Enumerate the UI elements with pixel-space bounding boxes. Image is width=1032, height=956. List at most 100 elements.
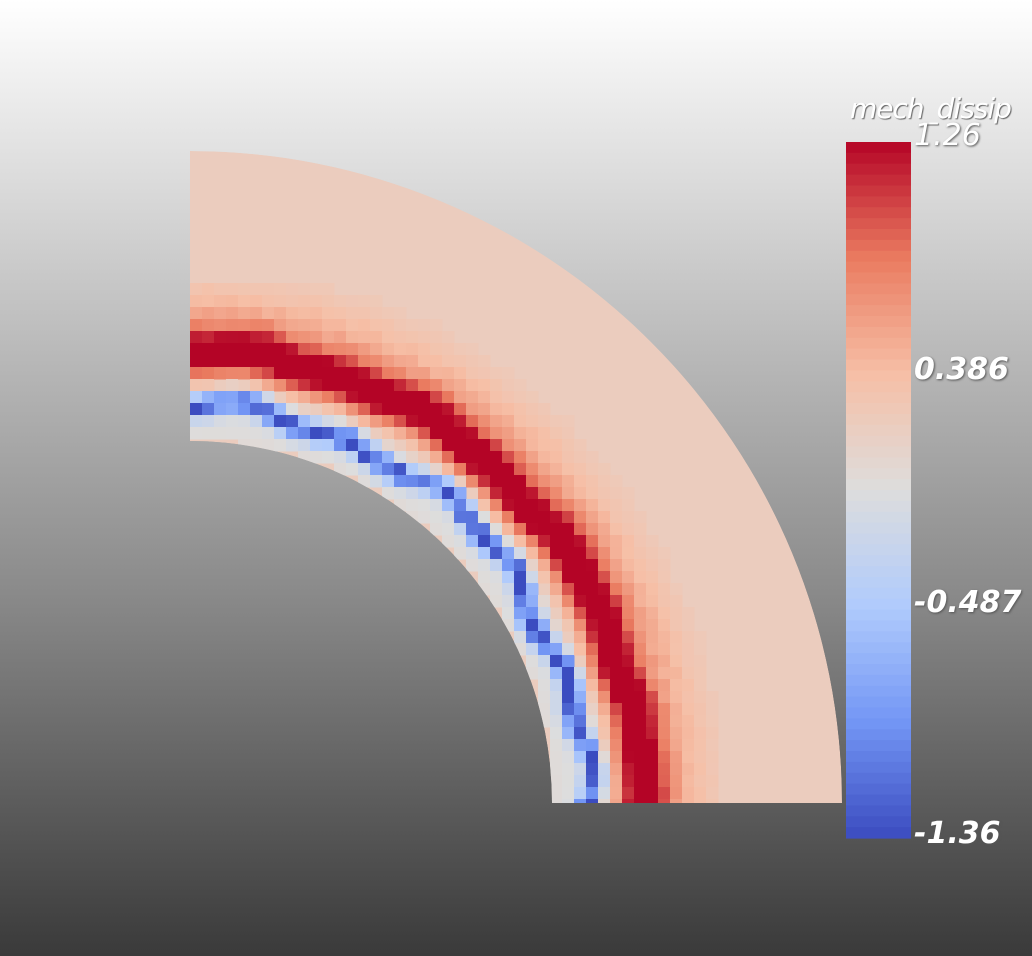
field-cell — [514, 427, 527, 440]
field-cell — [274, 379, 287, 392]
field-cell — [214, 295, 227, 308]
field-cell — [358, 295, 371, 308]
field-cell — [262, 283, 275, 296]
field-cell — [286, 427, 299, 440]
field-cell — [526, 643, 539, 656]
field-cell — [190, 355, 203, 368]
field-cell — [490, 451, 503, 464]
field-cell — [646, 571, 659, 584]
field-cell — [538, 595, 551, 608]
field-cell — [706, 763, 719, 776]
field-cell — [598, 523, 611, 536]
field-cell — [370, 307, 383, 320]
field-cell — [598, 559, 611, 572]
field-cell — [610, 523, 623, 536]
field-cell — [334, 415, 347, 428]
field-cell — [682, 643, 695, 656]
field-cell — [610, 535, 623, 548]
field-cell — [526, 427, 539, 440]
field-cell — [538, 703, 551, 716]
field-cell — [454, 451, 467, 464]
colorbar-band — [846, 337, 911, 350]
field-cell — [586, 631, 599, 644]
field-cell — [226, 331, 239, 344]
field-cell — [646, 679, 659, 692]
field-cell — [406, 415, 419, 428]
field-cell — [358, 367, 371, 380]
field-cell — [490, 463, 503, 476]
field-cell — [550, 655, 563, 668]
field-cell — [526, 391, 539, 404]
field-cell — [202, 295, 215, 308]
field-cell — [550, 691, 563, 704]
field-cell — [250, 403, 263, 416]
field-cell — [478, 427, 491, 440]
field-cell — [286, 295, 299, 308]
field-cell — [442, 475, 455, 488]
field-cell — [478, 487, 491, 500]
field-cell — [310, 367, 323, 380]
field-cell — [346, 463, 359, 476]
field-cell — [334, 355, 347, 368]
field-cell — [238, 283, 251, 296]
field-cell — [502, 439, 515, 452]
field-cell — [490, 415, 503, 428]
field-cell — [670, 691, 683, 704]
field-cell — [322, 331, 335, 344]
field-cell — [250, 331, 263, 344]
field-cell — [538, 547, 551, 560]
field-cell — [310, 307, 323, 320]
field-cell — [682, 727, 695, 740]
field-cell — [202, 427, 215, 440]
field-cell — [658, 799, 671, 803]
field-cell — [562, 703, 575, 716]
field-cell — [262, 343, 275, 356]
field-cell — [550, 427, 563, 440]
field-cell — [574, 787, 587, 800]
field-cell — [382, 355, 395, 368]
field-cell — [442, 511, 455, 524]
field-cell — [526, 571, 539, 584]
field-cell — [538, 559, 551, 572]
field-cell — [562, 427, 575, 440]
field-cell — [538, 439, 551, 452]
field-cell — [310, 415, 323, 428]
field-cell — [586, 511, 599, 524]
field-cell — [334, 439, 347, 452]
field-cell — [574, 595, 587, 608]
colorbar-band — [846, 294, 911, 306]
colorbar-band — [846, 196, 911, 208]
field-cell — [310, 355, 323, 368]
field-cell — [574, 799, 587, 803]
field-cell — [214, 427, 227, 440]
field-cell — [334, 307, 347, 320]
field-cell — [478, 451, 491, 464]
field-cell — [634, 559, 647, 572]
field-cell — [670, 703, 683, 716]
field-cell — [658, 547, 671, 560]
field-cell — [310, 379, 323, 392]
field-cell — [670, 643, 683, 656]
field-cell — [622, 607, 635, 620]
field-cell — [262, 319, 275, 332]
field-cell — [550, 667, 563, 680]
field-cell — [226, 283, 239, 296]
field-cell — [658, 787, 671, 800]
field-cell — [658, 751, 671, 764]
field-cell — [262, 415, 275, 428]
field-cell — [502, 607, 515, 620]
field-cell — [226, 403, 239, 416]
field-cell — [418, 499, 431, 512]
field-cell — [190, 283, 203, 296]
field-cell — [274, 331, 287, 344]
field-cell — [310, 331, 323, 344]
field-cell — [526, 475, 539, 488]
field-cell — [622, 703, 635, 716]
field-cell — [550, 799, 563, 803]
field-cell — [226, 379, 239, 392]
field-cell — [226, 343, 239, 356]
field-cell — [430, 379, 443, 392]
field-cell — [514, 415, 527, 428]
